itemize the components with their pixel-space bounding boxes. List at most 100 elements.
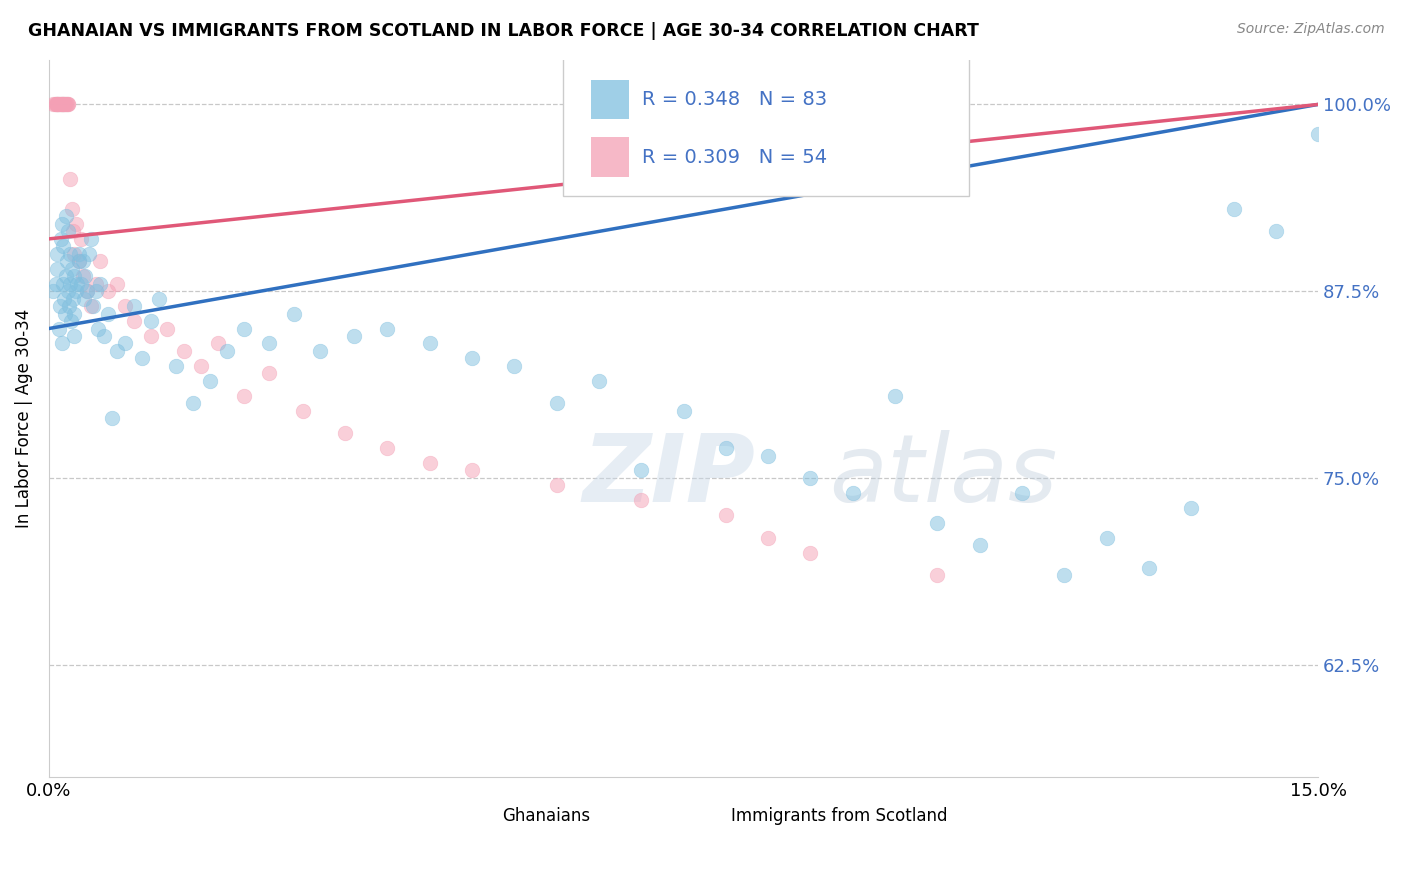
Point xyxy=(419,456,441,470)
Point xyxy=(283,307,305,321)
Point xyxy=(59,314,82,328)
Point xyxy=(84,284,107,298)
Point xyxy=(148,292,170,306)
Point xyxy=(215,343,238,358)
Point xyxy=(49,97,72,112)
Point xyxy=(842,486,865,500)
Point xyxy=(173,343,195,358)
Point xyxy=(55,210,77,224)
Point xyxy=(59,277,82,291)
Point xyxy=(70,232,93,246)
Point xyxy=(53,292,76,306)
Point xyxy=(46,97,69,112)
Point xyxy=(756,449,779,463)
Point xyxy=(190,359,212,373)
Text: Ghanaians: Ghanaians xyxy=(502,807,591,825)
Point xyxy=(45,97,67,112)
Point xyxy=(139,314,162,328)
Point xyxy=(672,403,695,417)
Point xyxy=(46,247,69,261)
Point xyxy=(53,97,76,112)
Point xyxy=(53,97,76,112)
Point xyxy=(114,299,136,313)
Point xyxy=(82,299,104,313)
Point xyxy=(62,292,84,306)
Point xyxy=(70,277,93,291)
Point xyxy=(58,299,80,313)
Point xyxy=(45,97,67,112)
Point xyxy=(72,254,94,268)
Point xyxy=(46,97,69,112)
Point xyxy=(93,329,115,343)
Point xyxy=(1180,500,1202,515)
Point xyxy=(114,336,136,351)
FancyBboxPatch shape xyxy=(449,807,491,834)
Point xyxy=(45,277,67,291)
Point xyxy=(1053,568,1076,582)
Point xyxy=(419,336,441,351)
Point xyxy=(51,97,73,112)
Point xyxy=(55,97,77,112)
Point xyxy=(67,254,90,268)
Point xyxy=(51,97,73,112)
Point xyxy=(48,97,70,112)
Point xyxy=(1308,128,1330,142)
Point xyxy=(198,374,221,388)
Point xyxy=(714,508,737,523)
Point xyxy=(51,336,73,351)
Point xyxy=(503,359,526,373)
Point xyxy=(232,321,254,335)
Point xyxy=(53,307,76,321)
Point xyxy=(42,284,65,298)
Point xyxy=(49,97,72,112)
Point xyxy=(461,463,484,477)
Point xyxy=(1095,531,1118,545)
Point xyxy=(49,299,72,313)
Point xyxy=(73,292,96,306)
Point xyxy=(55,254,77,268)
Point xyxy=(97,284,120,298)
Point xyxy=(927,516,949,530)
Point xyxy=(62,224,84,238)
Point xyxy=(1011,486,1033,500)
Point xyxy=(588,374,610,388)
FancyBboxPatch shape xyxy=(562,56,969,196)
Point xyxy=(630,493,652,508)
Text: R = 0.309   N = 54: R = 0.309 N = 54 xyxy=(641,148,827,167)
Point xyxy=(76,284,98,298)
Point xyxy=(799,546,821,560)
Point xyxy=(630,463,652,477)
Point xyxy=(51,277,73,291)
Point xyxy=(165,359,187,373)
Point xyxy=(139,329,162,343)
Point xyxy=(42,97,65,112)
Point xyxy=(308,343,330,358)
Point xyxy=(67,247,90,261)
Point xyxy=(46,97,69,112)
Point xyxy=(58,284,80,298)
Point xyxy=(66,277,89,291)
Point xyxy=(49,232,72,246)
Text: Immigrants from Scotland: Immigrants from Scotland xyxy=(731,807,948,825)
Point xyxy=(1222,202,1244,216)
Point xyxy=(77,247,100,261)
Point xyxy=(97,307,120,321)
Point xyxy=(969,538,991,552)
Point xyxy=(48,321,70,335)
Point xyxy=(56,97,79,112)
Point xyxy=(1264,224,1286,238)
Point xyxy=(927,568,949,582)
Point xyxy=(131,351,153,366)
Point xyxy=(52,239,75,253)
Text: GHANAIAN VS IMMIGRANTS FROM SCOTLAND IN LABOR FORCE | AGE 30-34 CORRELATION CHAR: GHANAIAN VS IMMIGRANTS FROM SCOTLAND IN … xyxy=(28,22,979,40)
Point xyxy=(87,321,110,335)
Point xyxy=(461,351,484,366)
Point xyxy=(546,396,568,410)
Point xyxy=(80,232,103,246)
Point xyxy=(65,284,87,298)
Point xyxy=(63,247,86,261)
Point xyxy=(89,277,111,291)
Point xyxy=(714,441,737,455)
Point xyxy=(44,97,66,112)
Point xyxy=(89,254,111,268)
